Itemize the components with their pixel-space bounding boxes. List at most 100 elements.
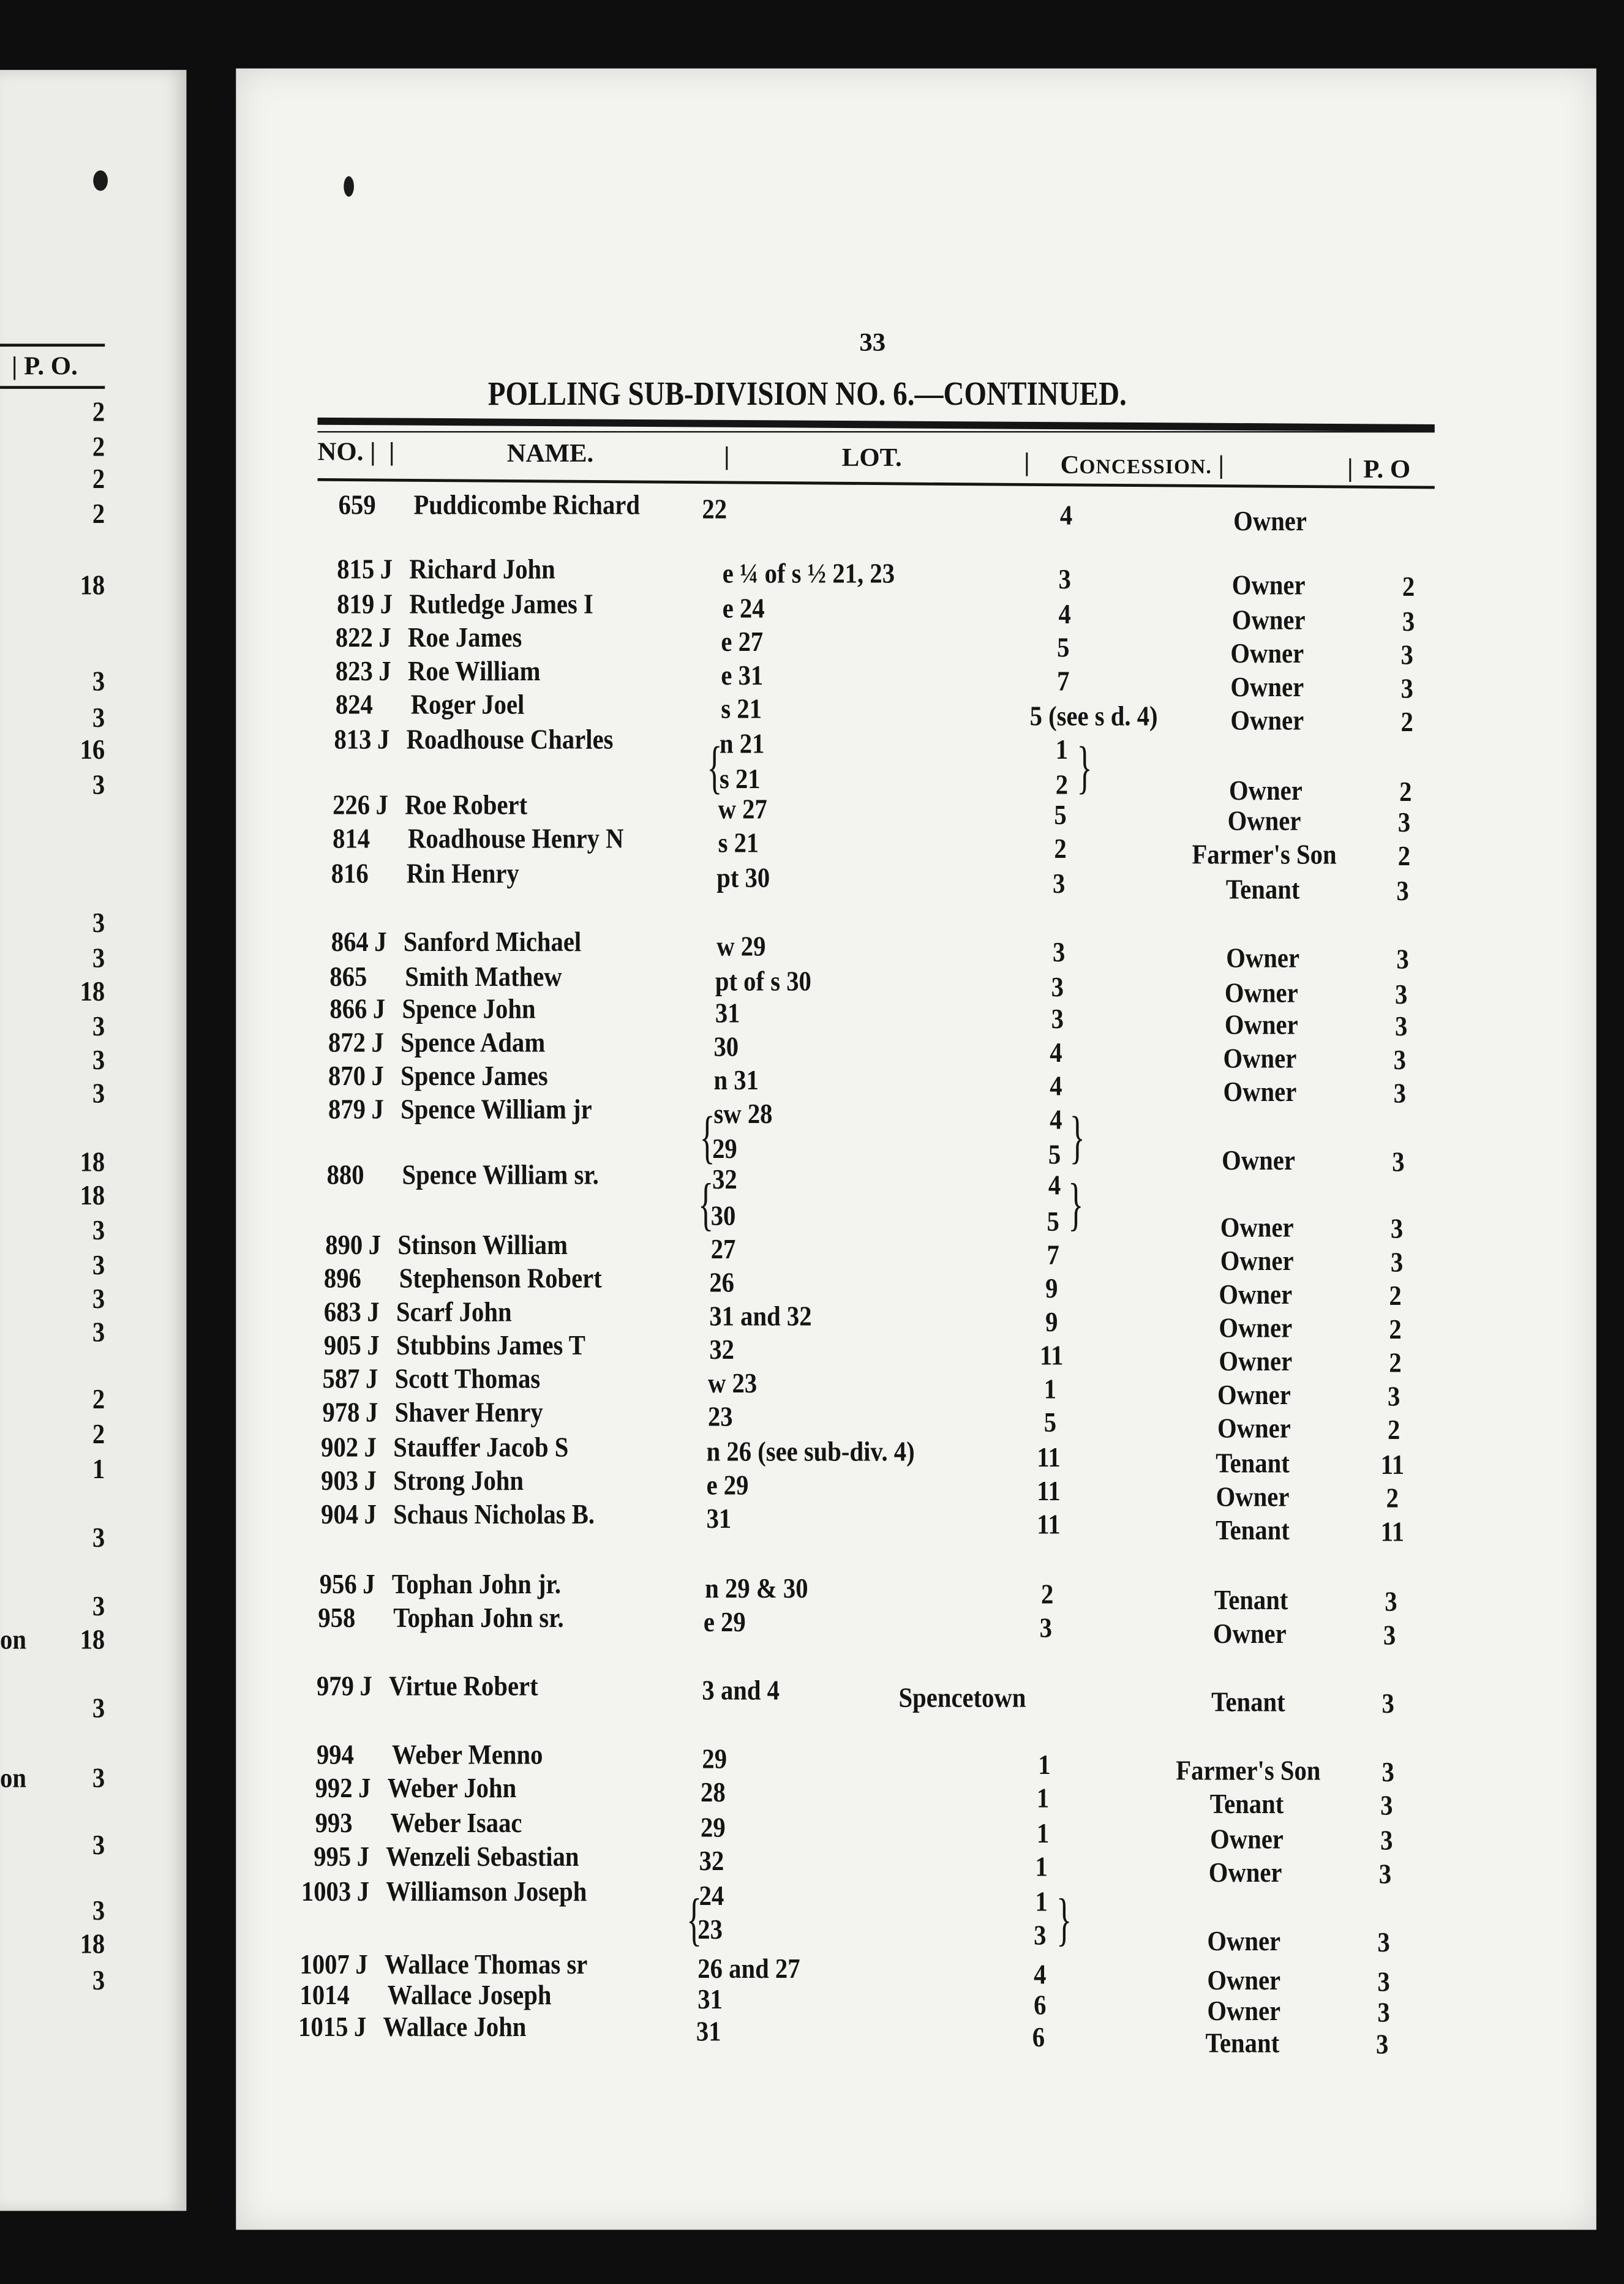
voter-number: 870 bbox=[328, 1061, 366, 1092]
lot-value: e 29 bbox=[706, 1471, 749, 1502]
voter-number: 903 bbox=[320, 1467, 358, 1498]
voter-number: 872 bbox=[328, 1028, 366, 1059]
concession-value: 5 bbox=[1048, 1140, 1061, 1171]
voter-name: Roe William bbox=[407, 656, 541, 688]
left-po-value: 2 bbox=[92, 1420, 105, 1451]
qualification-status: Owner bbox=[1231, 639, 1305, 671]
voter-name: Weber John bbox=[388, 1774, 517, 1805]
voter-number: 994 bbox=[315, 1740, 353, 1771]
voter-number: 896 bbox=[324, 1264, 362, 1295]
left-po-value: 2 bbox=[92, 1384, 105, 1416]
post-office-number: 3 bbox=[1401, 640, 1414, 672]
qualification-status: Tenant bbox=[1216, 1449, 1290, 1480]
voter-name: Stauffer Jacob S bbox=[394, 1433, 570, 1464]
juror-mark: J bbox=[363, 1500, 376, 1531]
voter-name: Spence Adam bbox=[400, 1028, 546, 1059]
left-po-value: 1 bbox=[92, 1455, 105, 1486]
voter-number: 866 bbox=[329, 994, 367, 1026]
lot-value: 29 bbox=[701, 1745, 727, 1776]
left-po-value: 2 bbox=[92, 397, 105, 429]
juror-mark: J bbox=[366, 1364, 378, 1396]
concession-value: 4 bbox=[1050, 1038, 1063, 1069]
voter-name: Smith Mathew bbox=[405, 963, 563, 994]
post-office-number: 3 bbox=[1378, 1928, 1391, 1959]
left-po-value: 3 bbox=[92, 1012, 105, 1043]
left-fragment-text: on bbox=[0, 1625, 26, 1656]
post-office-number: 3 bbox=[1376, 2030, 1389, 2061]
lot-brace: { bbox=[699, 1170, 715, 1236]
left-po-value: 2 bbox=[92, 499, 105, 530]
qualification-status: Owner bbox=[1228, 806, 1302, 838]
left-po-value: 3 bbox=[92, 1318, 105, 1349]
lot-brace: { bbox=[686, 1885, 702, 1952]
lot-value: e 31 bbox=[721, 661, 764, 692]
concession-value: 6 bbox=[1032, 2023, 1045, 2054]
concession-value: 9 bbox=[1046, 1274, 1059, 1305]
concession-value: 11 bbox=[1037, 1476, 1061, 1508]
lot-value: 27 bbox=[710, 1234, 736, 1266]
left-po-value: 3 bbox=[92, 1896, 105, 1927]
concession-value: Spencetown bbox=[899, 1683, 1027, 1715]
left-po-value: 3 bbox=[92, 944, 105, 975]
post-office-number: 3 bbox=[1396, 945, 1408, 976]
lot-value: sw 28 bbox=[713, 1099, 772, 1130]
lot-value: 26 and 27 bbox=[697, 1954, 800, 1985]
column-separator: | bbox=[1024, 447, 1030, 476]
voter-name: Spence William sr. bbox=[401, 1160, 599, 1192]
voter-name: Stephenson Robert bbox=[399, 1264, 603, 1295]
lot-value: 23 bbox=[698, 1915, 724, 1946]
qualification-status: Owner bbox=[1220, 1246, 1294, 1277]
voter-number: 822 bbox=[336, 623, 374, 654]
post-office-number: 3 bbox=[1394, 1045, 1407, 1076]
post-office-number: 2 bbox=[1386, 1484, 1399, 1515]
voter-name: Richard John bbox=[409, 555, 556, 586]
voter-name: Roe James bbox=[408, 623, 523, 654]
concession-value: 4 bbox=[1033, 1960, 1047, 1991]
concession-value: 3 bbox=[1051, 1005, 1064, 1036]
header-thin-rule bbox=[317, 431, 1435, 433]
voter-name: Weber Isaac bbox=[389, 1809, 522, 1840]
post-office-number: 3 bbox=[1377, 1998, 1389, 2029]
column-header-lot: LOT. bbox=[841, 443, 902, 472]
lot-value: e 24 bbox=[722, 594, 765, 625]
concession-value: 2 bbox=[1040, 1580, 1053, 1611]
left-po-value: 3 bbox=[92, 1216, 105, 1247]
left-po-value: 3 bbox=[92, 703, 105, 734]
voter-number: 659 bbox=[338, 490, 376, 522]
voter-name: Rutledge James I bbox=[408, 590, 593, 621]
lot-value: 31 bbox=[697, 1985, 722, 2016]
juror-mark: J bbox=[370, 1095, 383, 1126]
qualification-status: Tenant bbox=[1211, 1688, 1286, 1719]
page-title: POLLING SUB-DIVISION NO. 6.—CONTINUED. bbox=[487, 375, 1127, 413]
voter-name: Weber Menno bbox=[391, 1740, 543, 1771]
post-office-number: 2 bbox=[1397, 841, 1410, 873]
juror-mark: J bbox=[366, 1331, 379, 1362]
voter-name: Roadhouse Charles bbox=[406, 725, 614, 756]
post-office-number: 3 bbox=[1393, 1079, 1406, 1110]
qualification-status: Tenant bbox=[1210, 1790, 1284, 1821]
post-office-number: 3 bbox=[1380, 1826, 1393, 1857]
concession-value: 11 bbox=[1037, 1443, 1061, 1474]
voter-name: Tophan John sr. bbox=[393, 1603, 565, 1634]
juror-mark: J bbox=[372, 994, 385, 1026]
lot-brace: { bbox=[707, 734, 723, 800]
left-po-value: 3 bbox=[92, 1764, 105, 1795]
left-po-value: 2 bbox=[92, 432, 105, 464]
voter-number: 814 bbox=[332, 824, 370, 855]
column-separator: | bbox=[1347, 453, 1353, 483]
header-label: ONCESSION. bbox=[1079, 457, 1212, 479]
concession-value: 4 bbox=[1048, 1171, 1061, 1202]
concession-value: 6 bbox=[1033, 1991, 1046, 2022]
juror-mark: J bbox=[379, 623, 392, 654]
lot-value: 28 bbox=[701, 1778, 726, 1809]
voter-number: 993 bbox=[314, 1809, 352, 1840]
concession-value: 4 bbox=[1058, 599, 1071, 631]
left-po-value: 18 bbox=[80, 1929, 105, 1961]
voter-name: Spence James bbox=[400, 1061, 548, 1092]
voter-number: 1015 bbox=[298, 2013, 348, 2044]
qualification-status: Owner bbox=[1218, 1347, 1292, 1378]
lot-value: 32 bbox=[699, 1846, 725, 1877]
qualification-status: Owner bbox=[1217, 1414, 1291, 1445]
qualification-status: Owner bbox=[1209, 1858, 1283, 1889]
